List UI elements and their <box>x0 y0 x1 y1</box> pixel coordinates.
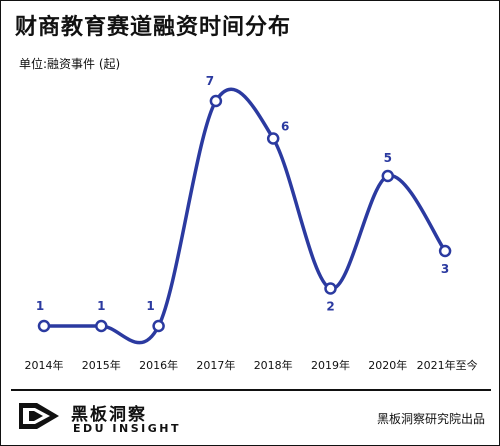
brand-name-en: EDU INSIGHT <box>73 422 181 435</box>
data-point <box>381 169 395 183</box>
x-tick-label: 2019年 <box>311 358 350 372</box>
x-tick-label: 2016年 <box>139 358 178 372</box>
data-point <box>209 94 223 108</box>
data-label: 1 <box>97 299 105 313</box>
data-point <box>266 132 280 145</box>
x-tick-label: 2021年至今 <box>417 358 478 372</box>
x-tick-label: 2015年 <box>82 358 121 372</box>
footer-divider <box>11 389 491 391</box>
data-label: 2 <box>326 300 334 314</box>
data-label: 1 <box>36 299 44 313</box>
x-tick-label: 2020年 <box>368 358 407 372</box>
line-chart: 1 1 1 7 6 2 5 3 2014年 2015年 2016年 2017年 2018年 2019年 2… <box>25 74 478 372</box>
data-point <box>37 319 51 333</box>
data-point <box>438 244 452 258</box>
chart-title: 财商教育赛道融资时间分布 <box>15 15 292 40</box>
data-point <box>95 319 108 333</box>
producer-credit: 黑板洞察研究院出品 <box>376 412 485 426</box>
data-label: 7 <box>206 74 214 88</box>
x-tick-label: 2014年 <box>25 358 64 372</box>
brand-name: 黑板洞察 <box>71 405 147 425</box>
unit-label: 单位:融资事件 (起) <box>19 57 121 71</box>
logo-icon <box>19 403 59 429</box>
data-label: 6 <box>281 120 289 134</box>
data-label: 1 <box>146 299 154 313</box>
x-tick-label: 2018年 <box>254 358 293 372</box>
x-tick-label: 2017年 <box>196 358 235 372</box>
data-label: 5 <box>384 151 392 165</box>
data-point <box>324 282 337 295</box>
data-label: 3 <box>441 262 449 276</box>
data-point <box>152 319 165 333</box>
series-line <box>43 87 447 345</box>
